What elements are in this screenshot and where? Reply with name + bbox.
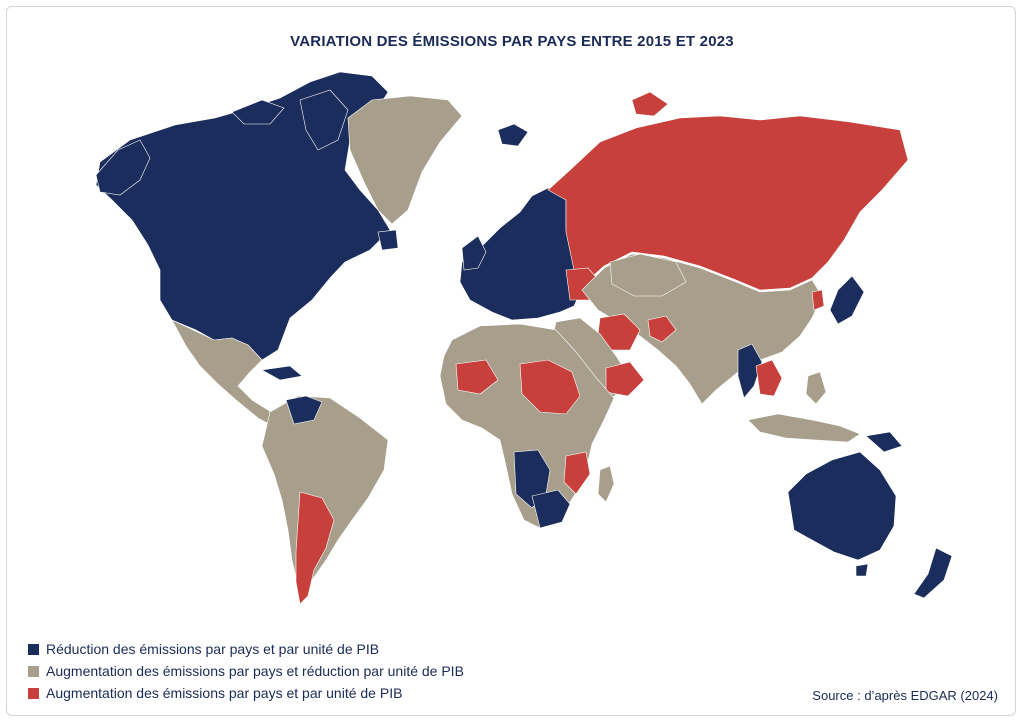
legend-item: Augmentation des émissions par pays et p…	[28, 682, 464, 704]
south-america	[261, 395, 389, 605]
novaya-zemlya	[631, 91, 669, 117]
russia	[547, 115, 909, 291]
legend-label: Réduction des émissions par pays et par …	[46, 641, 380, 657]
south-korea	[811, 289, 825, 311]
kazakhstan	[609, 253, 687, 297]
mali-niger	[455, 359, 499, 395]
mexico-central-america	[171, 319, 287, 429]
legend-item: Réduction des émissions par pays et par …	[28, 638, 464, 660]
uk-ireland	[461, 235, 487, 271]
legend-label: Augmentation des émissions par pays et r…	[46, 663, 464, 679]
alaska	[95, 139, 151, 196]
legend-swatch	[28, 687, 39, 699]
north-america	[95, 71, 399, 381]
south-america-main	[261, 395, 389, 601]
source-note: Source : d’après EDGAR (2024)	[812, 688, 998, 703]
afghanistan	[647, 315, 677, 343]
legend-label: Augmentation des émissions par pays et p…	[46, 685, 403, 701]
argentina	[295, 491, 335, 605]
indonesia	[747, 413, 861, 443]
philippines	[805, 371, 827, 405]
venezuela	[285, 395, 323, 425]
southern-africa	[531, 489, 571, 529]
cuba	[261, 365, 303, 381]
baffin-island	[299, 89, 349, 151]
legend-item: Augmentation des émissions par pays et r…	[28, 660, 464, 682]
myanmar	[737, 343, 763, 399]
chad-sudan	[519, 359, 581, 415]
newfoundland	[377, 229, 399, 251]
legend: Réduction des émissions par pays et par …	[28, 638, 464, 704]
map-title: VARIATION DES ÉMISSIONS PAR PAYS ENTRE 2…	[290, 33, 734, 50]
africa	[439, 323, 615, 529]
mozambique-zambia	[563, 451, 591, 495]
legend-swatch	[28, 643, 39, 655]
madagascar	[597, 465, 615, 503]
arctic-islands	[231, 99, 285, 125]
greenland	[347, 95, 463, 225]
thailand-vietnam	[755, 359, 783, 397]
iceland	[497, 123, 529, 147]
tasmania	[855, 563, 869, 577]
australia	[787, 451, 897, 561]
papua-new-guinea	[865, 431, 903, 453]
new-zealand	[913, 547, 953, 599]
oman-yemen	[605, 361, 645, 397]
legend-swatch	[28, 665, 39, 677]
japan	[829, 275, 865, 325]
